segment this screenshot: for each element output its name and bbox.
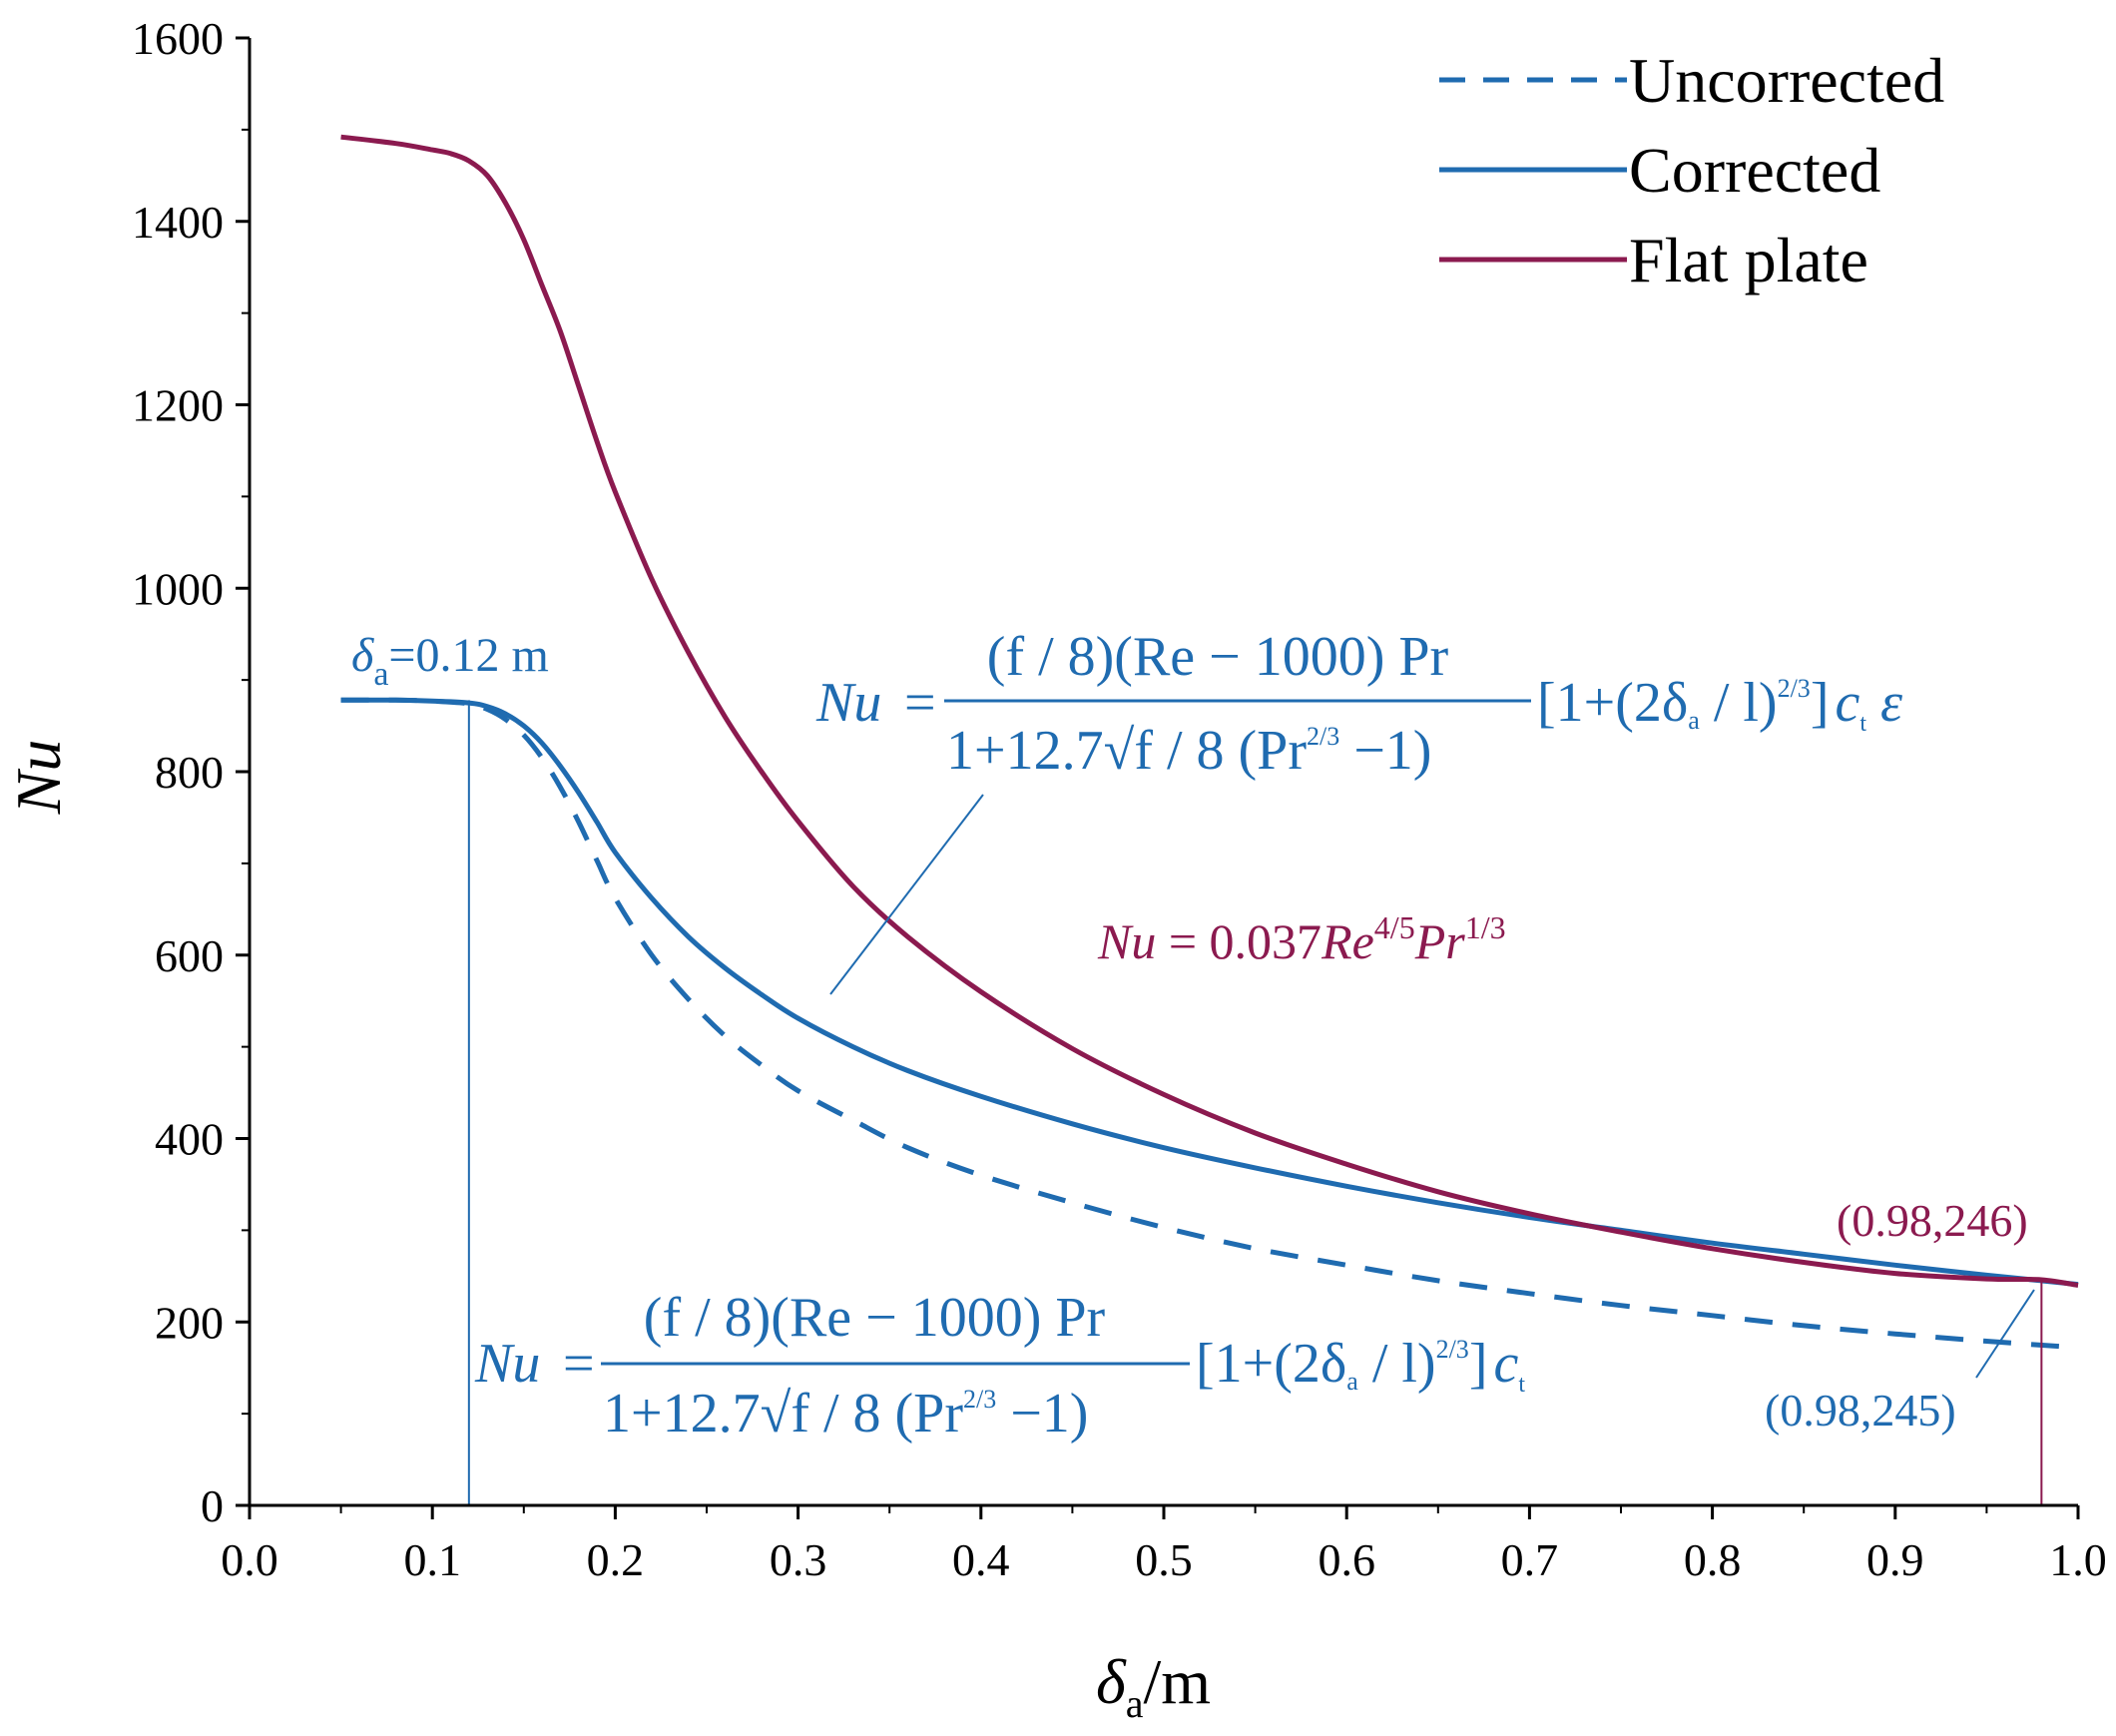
corrected-eq-numerator: (f / 8)(Re − 1000) Pr bbox=[987, 626, 1449, 688]
x-tick-label: 0.7 bbox=[1501, 1534, 1559, 1585]
y-tick-label: 1000 bbox=[132, 563, 224, 614]
y-tick-label: 600 bbox=[155, 930, 224, 981]
point-label-corrected: (0.98,245) bbox=[1765, 1385, 1956, 1436]
series-line-uncorrected bbox=[340, 697, 2079, 1351]
series-line-corrected bbox=[340, 697, 2079, 1288]
series-layer bbox=[340, 134, 2079, 1351]
svg-text:Nu: Nu bbox=[815, 672, 881, 734]
y-tick-label: 1600 bbox=[132, 13, 224, 64]
legend-label-uncorrected: Uncorrected bbox=[1629, 45, 1944, 116]
uncorrected-eq-numerator: (f / 8)(Re − 1000) Pr bbox=[644, 1287, 1106, 1349]
uncorrected-eq-bracket: [1+(2δa / l)2/3] ct bbox=[1196, 1333, 1525, 1398]
corrected-equation: Nu = (f / 8)(Re − 1000) Pr 1+12.7√f / 8 … bbox=[815, 626, 1903, 782]
y-axis-title: Nu bbox=[3, 740, 74, 816]
x-tick-labels: 0.0 0.1 0.2 0.3 0.4 0.5 0.6 0.7 0.8 0.9 1.0 bbox=[221, 1534, 2107, 1585]
y-tick-label: 0 bbox=[201, 1480, 224, 1531]
uncorrected-equation: Nu = (f / 8)(Re − 1000) Pr 1+12.7√f / 8 … bbox=[474, 1287, 1525, 1445]
y-tick-label: 1400 bbox=[132, 197, 224, 248]
corrected-eq-denominator: 1+12.7√f / 8 (Pr2/3 −1) bbox=[946, 720, 1431, 782]
uncorrected-eq-denominator: 1+12.7√f / 8 (Pr2/3 −1) bbox=[603, 1383, 1088, 1445]
legend-label-flat-plate: Flat plate bbox=[1629, 225, 1868, 295]
leader-corrected-eq bbox=[829, 794, 984, 995]
x-tick-label: 0.6 bbox=[1318, 1534, 1375, 1585]
x-tick-label: 0.9 bbox=[1866, 1534, 1924, 1585]
x-axis-title: δa/m bbox=[1096, 1646, 1211, 1726]
y-tick-label: 400 bbox=[155, 1114, 224, 1165]
x-tick-label: 0.3 bbox=[770, 1534, 827, 1585]
x-tick-label: 0.4 bbox=[952, 1534, 1010, 1585]
legend: Uncorrected Corrected Flat plate bbox=[1439, 45, 1944, 295]
legend-label-corrected: Corrected bbox=[1629, 135, 1880, 206]
x-axis-title-unit: /m bbox=[1144, 1646, 1212, 1717]
y-tick-label: 800 bbox=[155, 747, 224, 798]
leader-point-blue bbox=[1975, 1289, 2035, 1379]
delta-annotation: δa=0.12 m bbox=[351, 629, 549, 693]
svg-text:Nu: Nu bbox=[474, 1333, 540, 1395]
x-tick-label: 0.0 bbox=[221, 1534, 278, 1585]
corrected-eq-bracket: [1+(2δa / l)2/3] ct ε bbox=[1537, 672, 1903, 737]
point-label-flat-plate: (0.98,246) bbox=[1837, 1195, 2028, 1246]
flat-plate-equation: Nu = 0.037Re4/5Pr1/3 bbox=[1097, 909, 1506, 969]
x-axis-title-symbol: δ bbox=[1096, 1646, 1127, 1717]
x-tick-label: 0.5 bbox=[1135, 1534, 1193, 1585]
svg-text:=: = bbox=[904, 672, 936, 734]
x-tick-label: 0.2 bbox=[587, 1534, 645, 1585]
y-tick-label: 200 bbox=[155, 1297, 224, 1348]
x-tick-label: 0.1 bbox=[403, 1534, 461, 1585]
svg-text:=: = bbox=[563, 1333, 595, 1395]
x-tick-label: 0.8 bbox=[1684, 1534, 1742, 1585]
y-tick-labels: 0 200 400 600 800 1000 1200 1400 1600 bbox=[132, 13, 224, 1531]
y-tick-label: 1200 bbox=[132, 380, 224, 431]
x-tick-label: 1.0 bbox=[2049, 1534, 2107, 1585]
x-axis-title-sub: a bbox=[1126, 1681, 1144, 1726]
guide-lines bbox=[467, 700, 2043, 1505]
series-line-flat-plate bbox=[340, 134, 2079, 1288]
